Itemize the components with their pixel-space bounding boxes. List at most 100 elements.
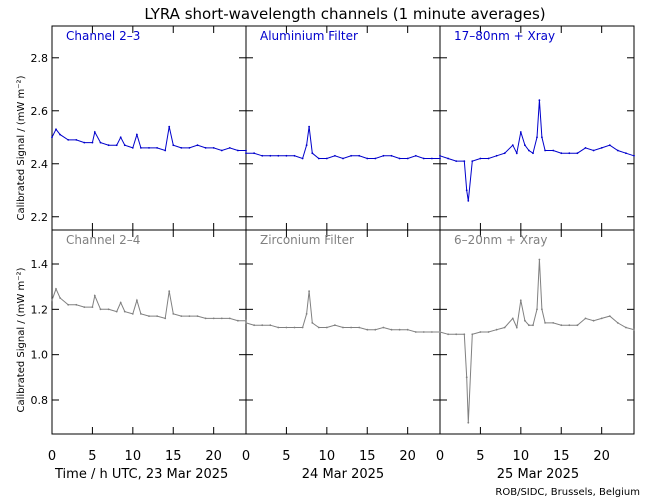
data-point (119, 301, 122, 304)
data-point (592, 319, 595, 322)
data-point (172, 144, 175, 147)
data-point (83, 141, 86, 144)
data-point (455, 333, 458, 336)
x-tick-label: 10 (319, 449, 336, 464)
data-point (463, 160, 466, 163)
data-point (212, 147, 215, 149)
data-point (107, 308, 110, 311)
chart-title: LYRA short-wavelength channels (1 minute… (144, 5, 545, 23)
data-point (99, 141, 102, 144)
data-point (503, 326, 506, 329)
panel-frame (245, 229, 441, 435)
data-point (532, 152, 534, 155)
data-point (463, 333, 466, 336)
data-point (511, 317, 514, 320)
data-point (115, 144, 118, 147)
data-point (532, 324, 534, 327)
data-point (277, 154, 280, 157)
data-point (136, 299, 138, 302)
data-point (188, 315, 191, 317)
data-point (536, 308, 538, 311)
data-point (164, 317, 167, 320)
data-point (479, 157, 482, 160)
panel-frame (51, 25, 247, 231)
data-point (237, 319, 239, 322)
data-point (374, 157, 377, 160)
data-point (325, 157, 328, 160)
x-tick-label: 10 (125, 449, 142, 464)
data-point (253, 152, 256, 155)
data-point (366, 328, 369, 331)
data-point (55, 128, 57, 131)
data-point (479, 331, 482, 333)
data-point (119, 136, 122, 139)
data-point (374, 328, 377, 331)
data-point (495, 328, 498, 331)
data-point (541, 136, 543, 139)
data-point (568, 324, 571, 327)
data-point (301, 326, 304, 329)
day-label-3: 25 Mar 2025 (497, 467, 579, 482)
y-tick-label: 1.4 (31, 258, 49, 271)
data-point (406, 157, 409, 160)
data-point (382, 326, 385, 329)
series-line (246, 126, 440, 160)
data-point (495, 154, 498, 157)
panels-group: 2.2 2.4 2.6 2.8 0.8 1.0 1.2 1.4 0 5 10 15 20 0 5 10 15 20… (31, 25, 635, 464)
data-point (245, 319, 247, 322)
data-point (350, 326, 352, 329)
data-point (422, 331, 425, 333)
data-point (228, 317, 231, 320)
data-point (398, 157, 401, 160)
x-tick-label: 0 (436, 449, 444, 464)
data-point (625, 326, 627, 329)
data-point (245, 152, 247, 155)
data-point (633, 328, 635, 331)
data-point (487, 157, 490, 160)
series-line (51, 126, 246, 152)
data-point (390, 154, 393, 157)
data-point (93, 131, 96, 133)
data-point (51, 136, 53, 139)
data-point (406, 328, 409, 331)
data-point (422, 157, 425, 160)
data-point (51, 299, 53, 302)
data-point (600, 317, 603, 320)
data-point (538, 99, 541, 102)
data-point (398, 328, 401, 331)
data-point (625, 152, 627, 155)
data-point (253, 324, 256, 327)
day-label-2: 24 Mar 2025 (302, 467, 384, 482)
data-point (503, 152, 506, 155)
data-point (515, 152, 518, 155)
data-point (148, 147, 150, 149)
data-point (334, 154, 336, 157)
y-tick-label: 2.2 (31, 211, 49, 224)
data-point (301, 157, 304, 160)
x-tick-label: 15 (165, 449, 182, 464)
data-point (148, 315, 150, 317)
y-tick-label: 2.6 (31, 105, 49, 118)
data-point (541, 308, 543, 311)
data-point (342, 326, 344, 329)
data-point (59, 133, 61, 136)
data-point (59, 297, 61, 299)
credit-text: ROB/SIDC, Brussels, Belgium (495, 487, 640, 498)
data-point (180, 315, 183, 317)
data-point (382, 154, 385, 157)
data-point (164, 149, 167, 152)
data-point (524, 144, 526, 147)
data-point (317, 157, 320, 160)
data-point (285, 326, 288, 329)
data-point (576, 152, 579, 155)
data-point (560, 152, 563, 155)
data-point (536, 136, 538, 139)
data-point (308, 125, 310, 128)
data-point (325, 326, 328, 329)
series-line (245, 291, 440, 333)
data-point (519, 299, 522, 302)
x-tick-label: 20 (593, 449, 610, 464)
data-point (633, 154, 635, 157)
y-axis-label-bottom: Calibrated Signal / (mW m⁻²) (16, 267, 27, 412)
